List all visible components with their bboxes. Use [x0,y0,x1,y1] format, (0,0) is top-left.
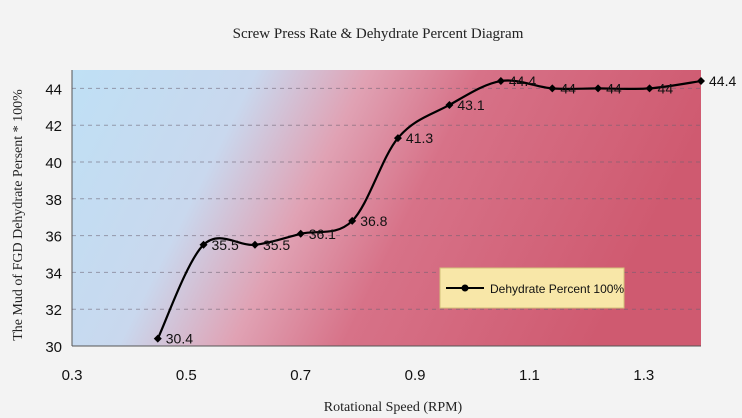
data-label: 44.4 [509,73,536,89]
data-point [348,216,357,225]
data-label: 44 [606,80,622,96]
data-point [199,240,208,249]
legend-marker [461,284,469,292]
y-tick-label: 38 [45,192,62,209]
x-axis-label: Rotational Speed (RPM) [324,400,463,415]
x-tick-label: 1.3 [633,367,654,384]
x-tick-label: 0.7 [290,367,311,384]
data-point [548,84,557,93]
legend-label: Dehydrate Percent 100% [490,282,624,296]
data-point [393,134,402,143]
data-label: 36.1 [309,226,336,242]
chart-title: Screw Press Rate & Dehydrate Percent Dia… [233,26,524,42]
data-label: 44 [658,80,674,96]
data-label: 43.1 [457,97,484,113]
x-tick-label: 0.5 [176,367,197,384]
y-tick-label: 34 [45,265,62,282]
x-tick-label: 1.1 [519,367,540,384]
y-tick-label: 30 [45,339,62,356]
data-point [645,84,654,93]
axes [71,70,701,347]
data-point [496,77,505,86]
data-point [153,334,162,343]
data-label: 36.8 [360,213,387,229]
data-point [250,240,259,249]
x-tick-label: 0.9 [405,367,426,384]
data-label: 35.5 [263,237,290,253]
data-point [445,100,454,109]
data-label: 44.4 [709,73,736,89]
y-tick-label: 32 [45,302,62,319]
y-axis-label: The Mud of FGD Dehydrate Persent * 100% [11,89,26,341]
series-dehydrate-percent: 30.4 35.5 35.5 36.1 36.8 41.3 43.1 44.4 44 44 44 44… [153,73,736,347]
x-tick-labels: 0.3 0.5 0.7 0.9 1.1 1.3 [62,367,655,384]
data-label: 41.3 [406,130,433,146]
data-point [594,84,603,93]
data-label: 30.4 [166,331,193,347]
legend: Dehydrate Percent 100% [439,267,625,309]
y-tick-label: 40 [45,155,62,172]
y-tick-label: 36 [45,229,62,246]
data-label: 44 [560,80,576,96]
y-tick-label: 42 [45,118,62,135]
y-tick-labels: 30 32 34 36 38 40 42 44 [45,81,62,356]
y-tick-label: 44 [45,81,62,98]
data-label: 35.5 [212,237,239,253]
data-point [296,229,305,238]
x-tick-label: 0.3 [62,367,83,384]
grid-lines [72,87,701,310]
data-point [697,77,705,86]
